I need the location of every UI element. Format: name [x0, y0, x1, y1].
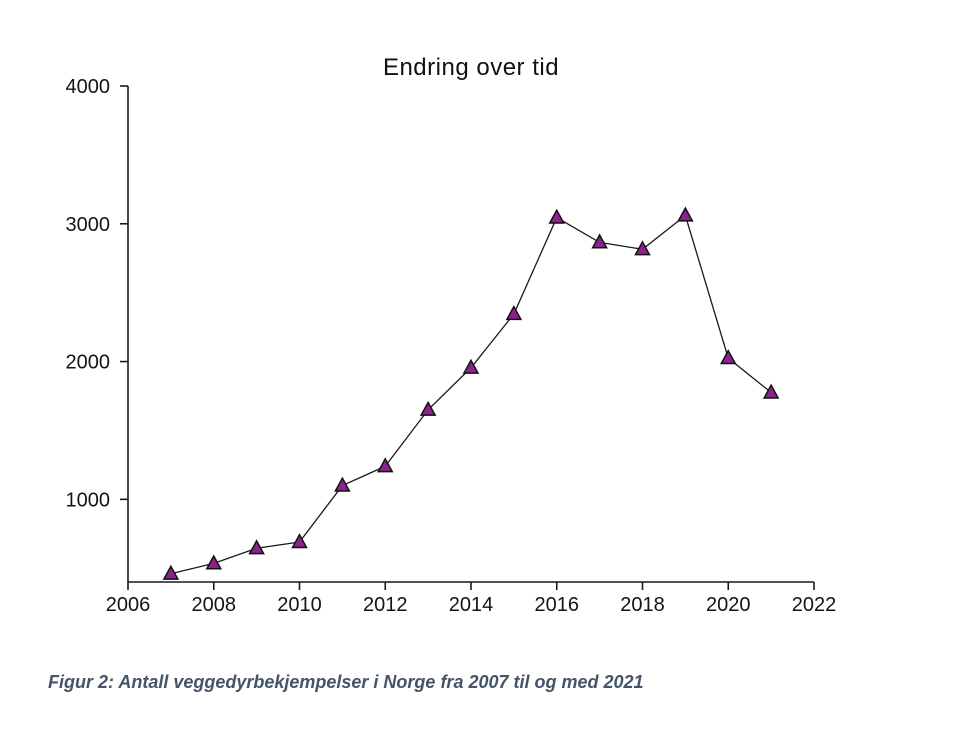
data-point-marker	[376, 457, 394, 473]
data-point-marker	[719, 349, 737, 365]
data-point-marker	[634, 240, 651, 256]
x-axis-tick-label: 2020	[706, 594, 751, 616]
y-axis-tick-label: 4000	[66, 76, 111, 98]
data-point-marker	[248, 539, 265, 555]
x-axis-tick-label: 2016	[535, 594, 580, 616]
chart-title: Endring over tid	[382, 54, 560, 81]
y-axis-tick-label: 3000	[66, 214, 111, 236]
data-point-marker	[505, 305, 523, 321]
x-axis-tick-label: 2010	[277, 594, 322, 616]
data-point-marker	[591, 233, 608, 249]
data-point-marker	[291, 533, 308, 549]
figure-caption: Figur 2: Antall veggedyrbekjempelser i N…	[48, 672, 644, 692]
x-axis-tick-label: 2018	[620, 594, 665, 616]
y-axis-tick-label: 1000	[66, 489, 111, 511]
axis-spine	[127, 86, 814, 583]
x-axis-tick-label: 2008	[192, 594, 237, 616]
x-axis-tick-label: 2022	[792, 594, 837, 616]
data-point-marker	[548, 208, 566, 224]
data-point-marker	[162, 564, 180, 580]
data-point-marker	[677, 206, 694, 222]
data-point-marker	[205, 554, 223, 570]
data-point-marker	[334, 476, 351, 492]
data-point-marker	[762, 383, 780, 399]
data-point-marker	[462, 358, 480, 374]
data-point-marker	[419, 400, 437, 416]
y-axis-tick-label: 2000	[66, 352, 111, 374]
line-chart-svg: 1000 2000 3000 4000 2006 2008 2010 2012 2014 2016…	[66, 76, 837, 616]
x-axis-tick-label: 2012	[363, 594, 408, 616]
x-axis-tick-label: 2006	[106, 594, 151, 616]
data-line	[170, 214, 772, 575]
x-axis-tick-label: 2014	[449, 594, 494, 616]
